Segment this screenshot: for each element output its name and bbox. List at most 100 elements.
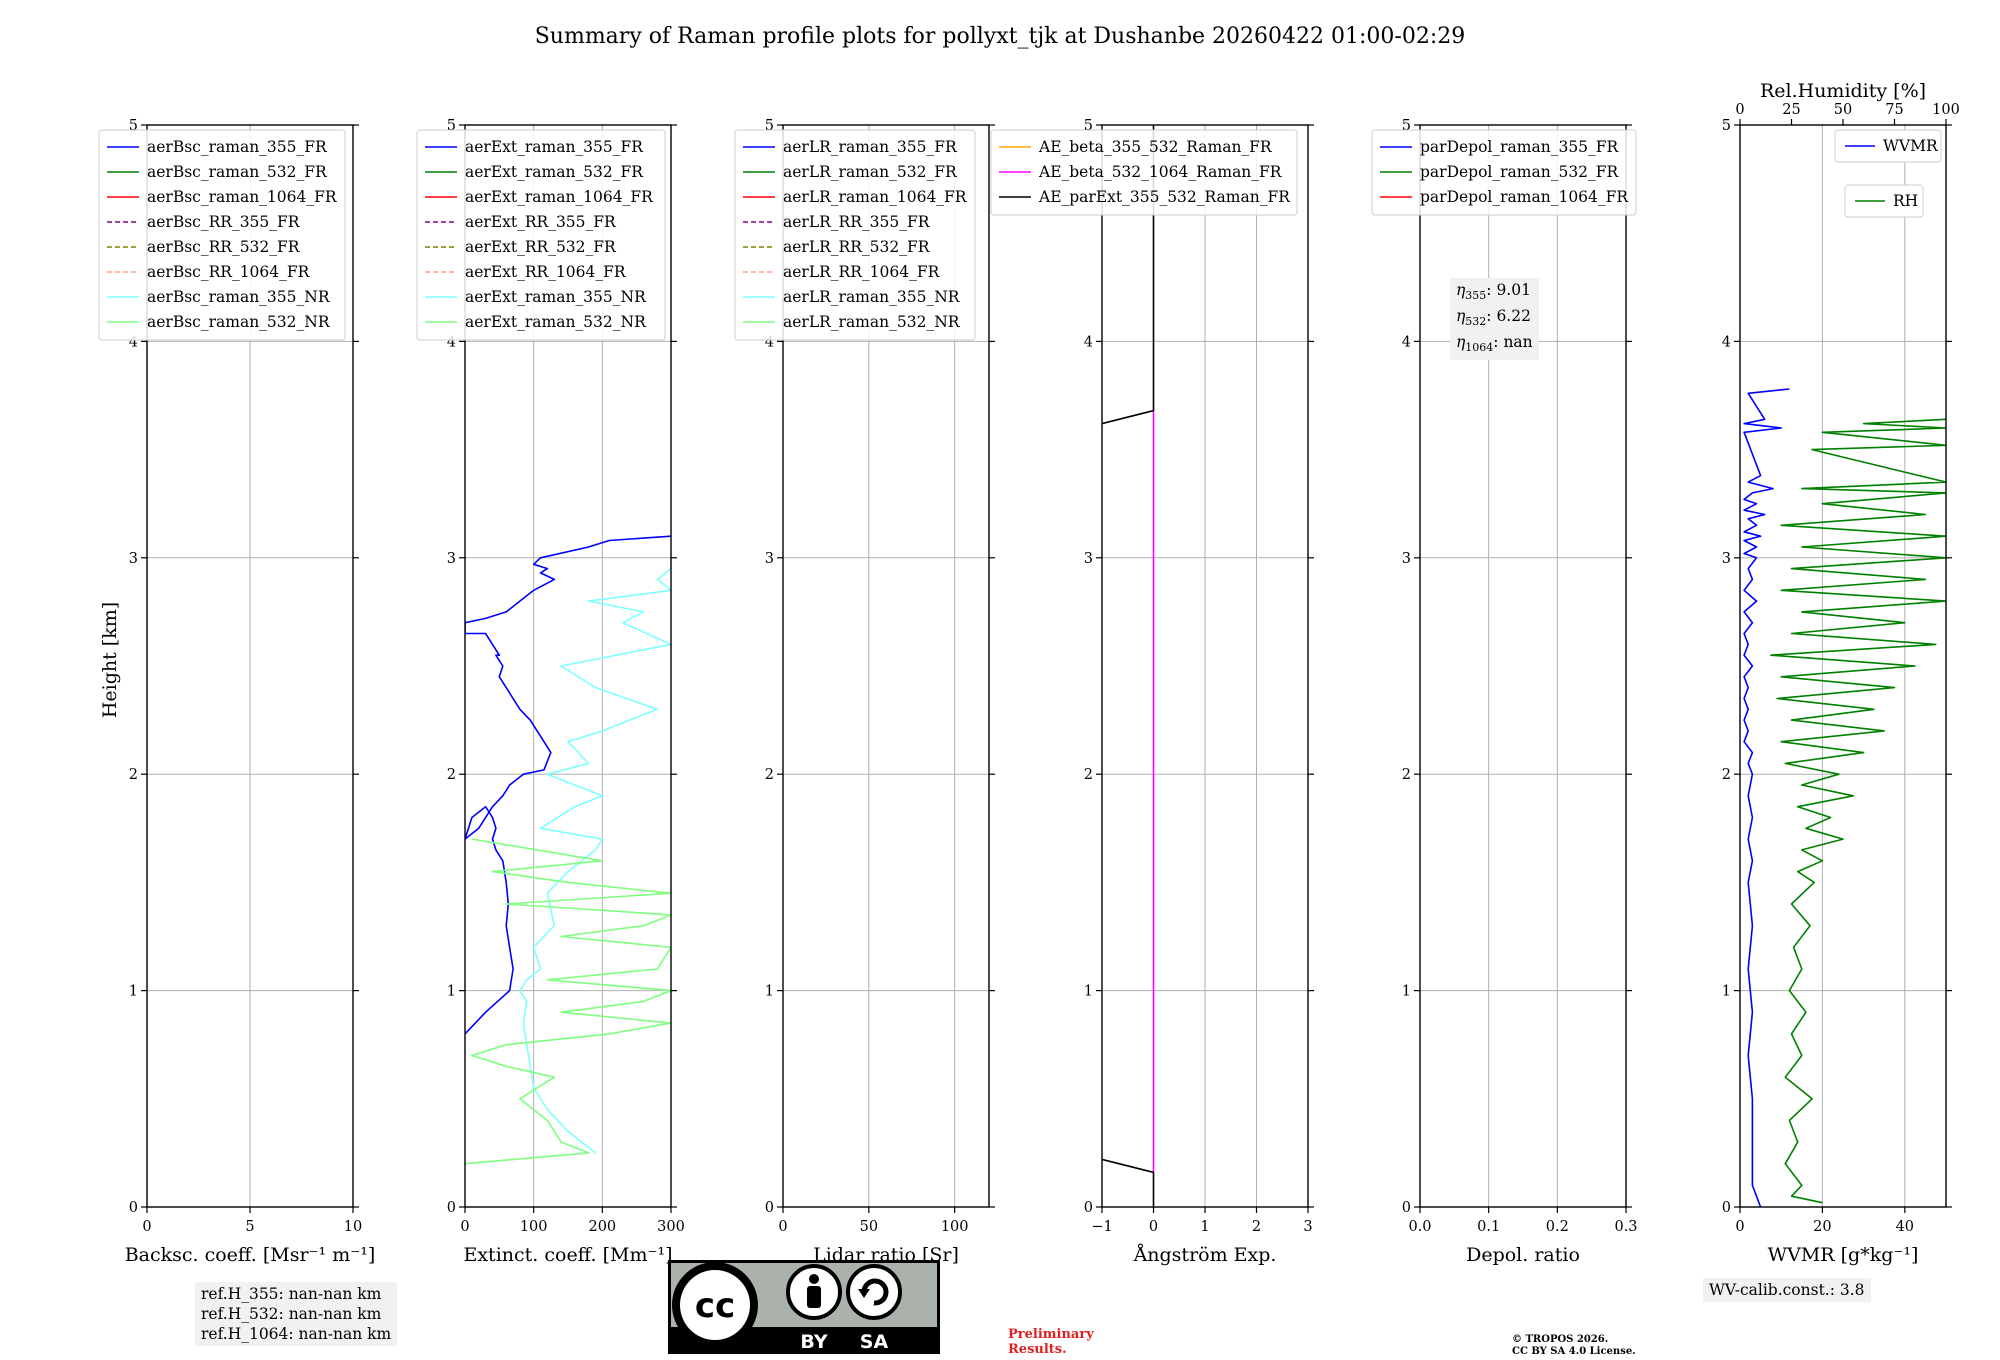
x-axis-label: Backsc. coeff. [Msr⁻¹ m⁻¹] <box>125 1244 376 1266</box>
x-axis-label: Ångström Exp. <box>1133 1244 1277 1266</box>
legend-label: aerLR_raman_355_NR <box>783 288 961 306</box>
y-tick-label: 5 <box>1722 118 1731 134</box>
legend-label: aerLR_RR_355_FR <box>783 213 931 231</box>
x-tick-label: 0 <box>142 1219 151 1235</box>
panel-wv: 0 20 40 0 1 2 3 4 5 WVMR [g*kg⁻¹] 0 25 50 75 100 Rel.Hu… <box>1722 80 1960 1266</box>
y-tick-label: 2 <box>1084 767 1093 783</box>
y-tick-label: 1 <box>1402 984 1411 1000</box>
legend-label: aerBsc_raman_1064_FR <box>147 188 338 206</box>
series-line-aerExt_raman_532_NR <box>465 838 671 1165</box>
y-tick-label: 5 <box>129 118 138 134</box>
y-tick-label: 2 <box>765 767 774 783</box>
x-axis-label: Depol. ratio <box>1466 1244 1580 1266</box>
legend-label: aerLR_raman_532_FR <box>783 163 958 181</box>
legend-label: aerExt_RR_1064_FR <box>465 263 627 281</box>
legend-label: aerBsc_raman_532_NR <box>147 313 331 331</box>
y-tick-label: 4 <box>1722 334 1731 350</box>
legend-frame <box>990 129 1298 216</box>
x-tick-label: 2 <box>1252 1219 1261 1235</box>
x-tick-label: 3 <box>1303 1219 1312 1235</box>
eta-box: η355: 9.01 η532: 6.22 η1064: nan <box>1450 278 1539 361</box>
y-tick-label: 5 <box>447 118 456 134</box>
y-tick-label: 5 <box>765 118 774 134</box>
series-group <box>465 535 671 1165</box>
x-tick-label: 5 <box>245 1219 254 1235</box>
plot-frame <box>1419 124 1627 1208</box>
legend-frame <box>1834 129 1942 163</box>
x-tick-label: 300 <box>657 1219 685 1235</box>
x-tick-label: 0 <box>1149 1219 1158 1235</box>
legend-label: AE_beta_355_532_Raman_FR <box>1038 138 1273 156</box>
eta-1064: η1064: nan <box>1456 333 1533 355</box>
cc-letters: cc <box>695 1286 735 1326</box>
y-tick-label: 2 <box>1402 767 1411 783</box>
cc-by-sa-license-logo: cc BY SA <box>668 1260 940 1354</box>
x-tick-label: 10 <box>344 1219 362 1235</box>
legend-label: aerLR_raman_532_NR <box>783 313 961 331</box>
legend-label: AE_parExt_355_532_Raman_FR <box>1038 188 1291 206</box>
x-tick-label: 0.1 <box>1477 1219 1500 1235</box>
wv-calib-const: WV-calib.const.: 3.8 <box>1709 1281 1865 1299</box>
x-tick-label: 1 <box>1200 1219 1209 1235</box>
y-tick-label: 3 <box>765 551 774 567</box>
copyright-line-1: © TROPOS 2026. <box>1512 1334 1609 1345</box>
x-tick-label: 0.2 <box>1546 1219 1569 1235</box>
y-tick-label: 5 <box>1084 118 1093 134</box>
legend: AE_beta_355_532_Raman_FR AE_beta_532_1064… <box>990 129 1298 216</box>
legend: aerBsc_raman_355_FR aerBsc_raman_532_FRae… <box>98 129 346 341</box>
x-tick-label: 20 <box>1813 1219 1831 1235</box>
series-line-RH <box>1770 418 1946 1204</box>
series-line-aerExt_raman_355_FR <box>465 535 671 1035</box>
legend-label: aerLR_raman_1064_FR <box>783 188 968 206</box>
y-tick-label: 0 <box>765 1200 774 1216</box>
top-tick-label: 25 <box>1782 102 1800 118</box>
legend-label: aerLR_raman_355_FR <box>783 138 958 156</box>
legend-label: aerExt_raman_355_FR <box>465 138 644 156</box>
panel-ext: 0 100 200 300 0 1 2 3 4 5 Extinct. coeff. [Mm⁻¹] ae… <box>416 118 685 1266</box>
y-tick-label: 1 <box>447 984 456 1000</box>
legend-label: aerExt_raman_532_NR <box>465 313 647 331</box>
figure-title: Summary of Raman profile plots for polly… <box>535 24 1466 49</box>
legend-label: RH <box>1893 192 1918 210</box>
y-axis-label: Height [km] <box>99 602 121 718</box>
legend: parDepol_raman_355_FR parDepol_raman_532_… <box>1371 129 1637 216</box>
legend-label: aerBsc_RR_355_FR <box>147 213 301 231</box>
x-axis-label: WVMR [g*kg⁻¹] <box>1768 1244 1919 1266</box>
legend-label: aerLR_RR_1064_FR <box>783 263 941 281</box>
y-tick-label: 3 <box>1402 551 1411 567</box>
legend-label: parDepol_raman_1064_FR <box>1420 188 1629 206</box>
x-tick-label: 0.0 <box>1408 1219 1431 1235</box>
eta-532: η532: 6.22 <box>1456 307 1531 329</box>
y-tick-label: 4 <box>447 334 456 350</box>
legend-label: AE_beta_532_1064_Raman_FR <box>1038 163 1283 181</box>
legend-label: aerBsc_RR_532_FR <box>147 238 301 256</box>
y-tick-label: 0 <box>1402 1200 1411 1216</box>
y-tick-label: 4 <box>1084 334 1093 350</box>
wv-calibration-box: WV-calib.const.: 3.8 <box>1703 1278 1871 1302</box>
copyright-line-2: CC BY SA 4.0 License. <box>1512 1346 1636 1357</box>
legend-frame <box>416 129 666 341</box>
ref-h-1064: ref.H_1064: nan-nan km <box>201 1325 392 1343</box>
ref-h-532: ref.H_532: nan-nan km <box>201 1305 382 1323</box>
legend-label: aerLR_RR_532_FR <box>783 238 931 256</box>
y-tick-label: 3 <box>447 551 456 567</box>
top-tick-label: 75 <box>1885 102 1903 118</box>
legend-box-RH: RH <box>1844 184 1924 218</box>
top-tick-label: 100 <box>1932 102 1960 118</box>
y-tick-label: 0 <box>1722 1200 1731 1216</box>
y-tick-label: 2 <box>447 767 456 783</box>
cc-icon <box>680 1270 750 1340</box>
x-tick-label: 0.3 <box>1614 1219 1637 1235</box>
panel-dep: 0.0 0.1 0.2 0.3 0 1 2 3 4 5 Depol. ratio parDepol_r… <box>1371 118 1638 1266</box>
eta-355: η355: 9.01 <box>1456 281 1531 303</box>
y-tick-label: 3 <box>129 551 138 567</box>
legend-label: aerBsc_RR_1064_FR <box>147 263 311 281</box>
legend: aerExt_raman_355_FR aerExt_raman_532_FRae… <box>416 129 666 341</box>
legend-box-WVMR: WVMR <box>1834 129 1942 163</box>
y-tick-label: 5 <box>1402 118 1411 134</box>
y-tick-label: 3 <box>1722 551 1731 567</box>
y-tick-label: 4 <box>765 334 774 350</box>
y-tick-label: 1 <box>1084 984 1093 1000</box>
